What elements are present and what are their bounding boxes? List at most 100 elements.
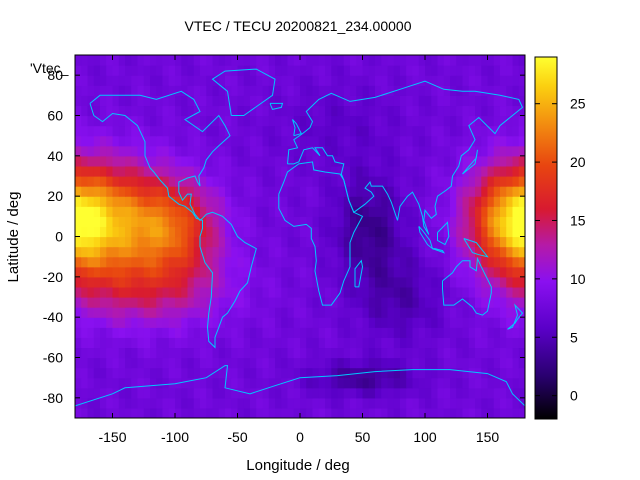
heatmap-cell: [493, 286, 501, 298]
heatmap-cell: [425, 55, 432, 66]
heatmap-cell: [287, 357, 295, 369]
heatmap-cell: [250, 85, 257, 96]
heatmap-cell: [156, 307, 164, 318]
heatmap-cell: [225, 236, 232, 248]
heatmap-cell: [137, 377, 145, 389]
heatmap-cell: [481, 357, 489, 369]
heatmap-cell: [512, 276, 520, 288]
heatmap-cell: [387, 226, 395, 238]
heatmap-cell: [293, 246, 301, 258]
heatmap-cell: [368, 75, 376, 86]
heatmap-cell: [350, 317, 357, 328]
heatmap-cell: [143, 246, 151, 258]
heatmap-cell: [150, 216, 157, 228]
heatmap-cell: [456, 397, 464, 409]
heatmap-cell: [343, 55, 351, 66]
heatmap-cell: [200, 276, 207, 288]
heatmap-cell: [506, 55, 514, 66]
heatmap-cell: [487, 85, 495, 96]
heatmap-cell: [275, 297, 282, 308]
heatmap-cell: [306, 327, 314, 338]
heatmap-cell: [343, 85, 351, 96]
heatmap-cell: [500, 216, 507, 228]
heatmap-cell: [175, 266, 182, 278]
heatmap-cell: [256, 347, 264, 359]
heatmap-cell: [187, 357, 195, 369]
x-tick-label: -150: [98, 429, 126, 445]
heatmap-cell: [456, 266, 464, 278]
heatmap-cell: [350, 246, 357, 258]
heatmap-cell: [381, 165, 389, 177]
heatmap-cell: [481, 206, 489, 217]
heatmap-cell: [262, 297, 270, 308]
heatmap-cell: [81, 85, 89, 96]
heatmap-cell: [493, 105, 501, 117]
heatmap-cell: [231, 75, 239, 86]
heatmap-cell: [75, 347, 82, 359]
heatmap-cell: [450, 135, 457, 147]
heatmap-cell: [250, 246, 257, 258]
heatmap-cell: [393, 135, 401, 147]
heatmap-cell: [262, 397, 270, 409]
heatmap-cell: [381, 125, 389, 137]
heatmap-cell: [93, 165, 101, 177]
heatmap-cell: [125, 337, 132, 349]
heatmap-cell: [143, 95, 151, 107]
heatmap-cell: [431, 196, 439, 207]
heatmap-cell: [118, 165, 126, 177]
heatmap-cell: [256, 85, 264, 96]
heatmap-cell: [218, 256, 226, 268]
heatmap-cell: [418, 176, 426, 187]
heatmap-cell: [468, 327, 476, 338]
heatmap-cell: [225, 95, 232, 107]
heatmap-cell: [343, 276, 351, 288]
heatmap-cell: [193, 65, 201, 76]
heatmap-cell: [506, 266, 514, 278]
heatmap-cell: [387, 297, 395, 308]
heatmap-cell: [481, 196, 489, 207]
heatmap-cell: [368, 276, 376, 288]
coastline: [211, 68, 276, 116]
heatmap-cell: [293, 397, 301, 409]
heatmap-cell: [462, 286, 470, 298]
heatmap-cell: [306, 286, 314, 298]
heatmap-cell: [87, 357, 95, 369]
heatmap-cell: [268, 115, 276, 127]
heatmap-cell: [418, 286, 426, 298]
heatmap-cell: [312, 367, 320, 379]
heatmap-cell: [137, 196, 145, 207]
heatmap-cell: [493, 155, 501, 167]
heatmap-cell: [500, 286, 507, 298]
heatmap-cell: [143, 75, 151, 86]
heatmap-cell: [275, 75, 282, 86]
colorbar-tick-label: 15: [570, 212, 586, 228]
heatmap-cell: [337, 105, 345, 117]
heatmap-cell: [193, 266, 201, 278]
heatmap-cell: [218, 276, 226, 288]
heatmap-cell: [75, 196, 82, 207]
heatmap-cell: [275, 347, 282, 359]
heatmap-cell: [381, 377, 389, 389]
heatmap-cell: [450, 206, 457, 217]
heatmap-cell: [143, 186, 151, 197]
heatmap-cell: [418, 367, 426, 379]
heatmap-cell: [200, 317, 207, 328]
heatmap-cell: [475, 196, 482, 207]
heatmap-cell: [450, 337, 457, 349]
heatmap-cell: [393, 367, 401, 379]
heatmap-cell: [412, 286, 420, 298]
heatmap-cell: [100, 347, 107, 359]
heatmap-cell: [275, 186, 282, 197]
heatmap-cell: [112, 397, 120, 409]
heatmap-cell: [212, 85, 220, 96]
heatmap-cell: [131, 95, 139, 107]
heatmap-cell: [381, 307, 389, 318]
heatmap-cell: [87, 95, 95, 107]
heatmap-cell: [387, 75, 395, 86]
heatmap-cell: [237, 297, 245, 308]
heatmap-cell: [456, 377, 464, 389]
heatmap-cell: [481, 236, 489, 248]
heatmap-cell: [518, 367, 525, 379]
heatmap-cell: [362, 407, 370, 418]
heatmap-cell: [406, 155, 414, 167]
